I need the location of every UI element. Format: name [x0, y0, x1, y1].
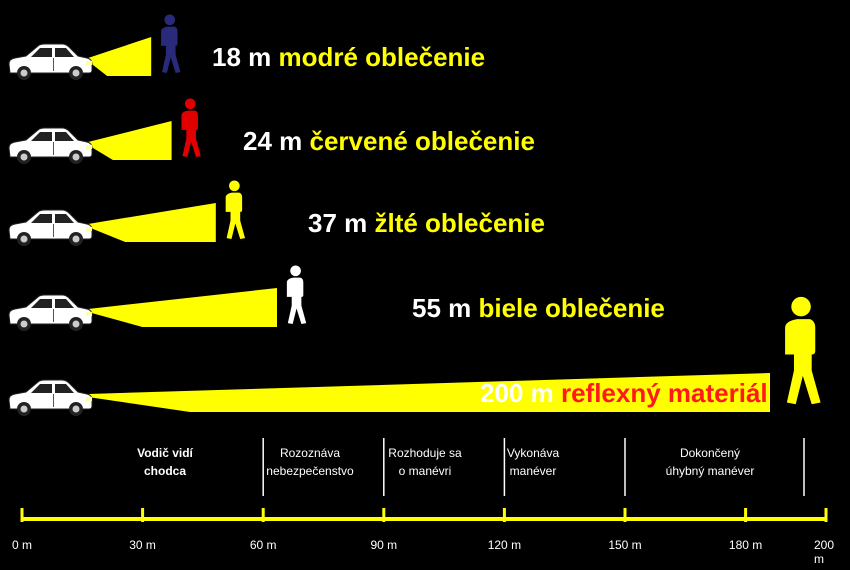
tick-label: 60 m	[249, 538, 277, 552]
axis-line	[21, 517, 827, 521]
phase-line: Rozoznáva	[279, 446, 341, 460]
tick-label: 180 m	[728, 538, 763, 552]
phase-label: Rozoznáva nebezpečenstvo	[250, 444, 370, 480]
axis-tick	[261, 508, 265, 522]
clothing-label: biele oblečenie	[471, 293, 665, 323]
car-icon	[8, 294, 93, 332]
clothing-label: žlté oblečenie	[367, 208, 545, 238]
pedestrian-icon	[286, 265, 307, 325]
light-beam	[88, 373, 770, 412]
tick-label: 200 m	[814, 538, 835, 566]
distance-label: 200 m	[480, 378, 554, 408]
phase-line: chodca	[143, 464, 186, 478]
car-icon	[8, 379, 93, 417]
phase-label: Dokončený úhybný manéver	[650, 444, 770, 480]
light-beam	[88, 203, 216, 242]
distance-label: 37 m	[308, 208, 368, 238]
axis-tick	[20, 508, 24, 522]
distance-label: 18 m	[212, 42, 272, 72]
light-beam	[88, 121, 172, 160]
phase-line: úhybný manéver	[665, 464, 755, 478]
car-icon	[8, 127, 93, 165]
phase-line: manéver	[509, 464, 557, 478]
light-beam	[88, 37, 152, 76]
tick-label: 120 m	[487, 538, 522, 552]
row-label: 200 m reflexný materiál	[480, 378, 768, 409]
pedestrian-icon	[161, 14, 181, 74]
axis-tick	[824, 508, 828, 522]
distance-label: 24 m	[243, 126, 303, 156]
car-icon	[8, 43, 93, 81]
phase-line: Vodič vidí	[137, 446, 193, 460]
row-label: 55 m biele oblečenie	[412, 293, 665, 324]
phase-line: o manévri	[398, 464, 452, 478]
car-icon	[8, 209, 93, 247]
axis-tick	[623, 508, 627, 522]
pedestrian-icon	[225, 180, 246, 240]
phase-label: Vykonáva manéver	[473, 444, 593, 480]
pedestrian-icon	[785, 296, 821, 405]
phase-line: Dokončený	[679, 446, 741, 460]
light-beam	[88, 288, 277, 327]
tick-label: 0 m	[11, 538, 33, 552]
row-label: 24 m červené oblečenie	[243, 126, 535, 157]
phase-line: Vykonáva	[506, 446, 560, 460]
phase-label: Rozhoduje sa o manévri	[365, 444, 485, 480]
row-label: 18 m modré oblečenie	[212, 42, 485, 73]
axis-tick	[382, 508, 386, 522]
axis-tick	[141, 508, 145, 522]
row-label: 37 m žlté oblečenie	[308, 208, 545, 239]
axis-tick	[502, 508, 506, 522]
clothing-label: modré oblečenie	[271, 42, 486, 72]
phase-label: Vodič vidí chodca	[105, 444, 225, 480]
tick-label: 90 m	[370, 538, 398, 552]
phase-line: Rozhoduje sa	[388, 446, 462, 460]
phase-line: nebezpečenstvo	[266, 464, 354, 478]
tick-label: 30 m	[129, 538, 156, 552]
axis-tick	[744, 508, 748, 522]
pedestrian-icon	[181, 98, 201, 158]
clothing-label: reflexný materiál	[553, 378, 768, 408]
distance-label: 55 m	[412, 293, 472, 323]
clothing-label: červené oblečenie	[302, 126, 535, 156]
tick-label: 150 m	[608, 538, 642, 552]
